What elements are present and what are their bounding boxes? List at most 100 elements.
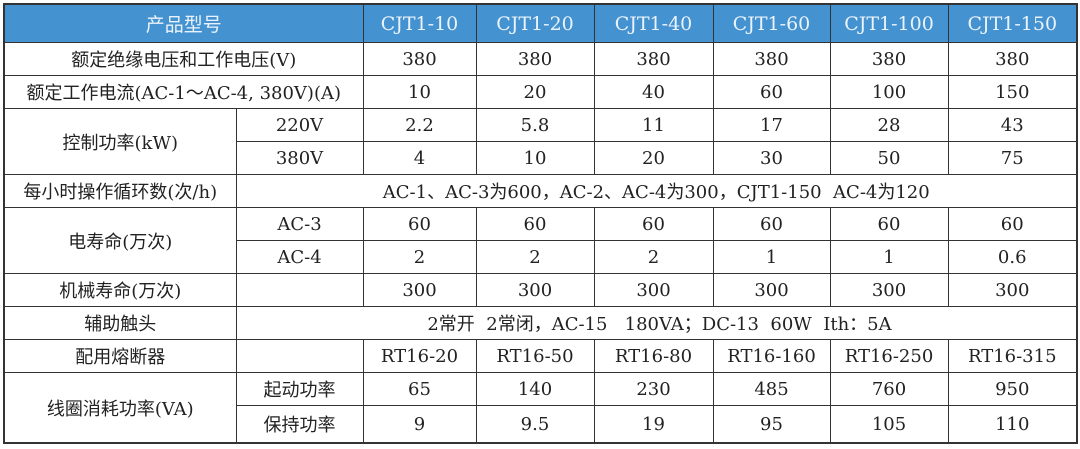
sub-label: AC-3 <box>235 207 364 241</box>
cell: 300 <box>712 273 831 307</box>
row-label: 线圈消耗功率(VA) <box>3 372 237 444</box>
cell: 230 <box>593 372 714 406</box>
cell: 300 <box>362 273 477 307</box>
spec-table: 产品型号 CJT1-10 CJT1-20 CJT1-40 CJT1-60 CJT… <box>3 3 1078 444</box>
model-header: CJT1-40 <box>593 3 714 43</box>
header-row: 产品型号 CJT1-10 CJT1-20 CJT1-40 CJT1-60 CJT… <box>3 3 1078 43</box>
cell: 105 <box>829 405 949 444</box>
cell: 380 <box>475 42 595 76</box>
cell: 10 <box>362 75 477 109</box>
model-header: CJT1-10 <box>362 3 477 43</box>
cell: 10 <box>475 141 595 175</box>
cell: 95 <box>712 405 831 444</box>
sub-label: 380V <box>235 141 364 175</box>
cell: 2.2 <box>362 108 477 142</box>
cell: 4 <box>362 141 477 175</box>
cell: 17 <box>712 108 831 142</box>
cell: 5.8 <box>475 108 595 142</box>
cycles-text: AC-1、AC-3为600，AC-2、AC-4为300，CJT1-150 AC-… <box>235 174 1078 208</box>
row-label: 辅助触头 <box>3 306 237 340</box>
cell: 11 <box>593 108 714 142</box>
cell: 60 <box>712 75 831 109</box>
model-header: CJT1-20 <box>475 3 595 43</box>
row-label: 机械寿命(万次) <box>3 273 237 307</box>
cell: RT16-50 <box>475 339 595 373</box>
row-mlife: 机械寿命(万次) 300 300 300 300 300 300 <box>3 273 1078 307</box>
cell: 30 <box>712 141 831 175</box>
cell: 75 <box>947 141 1078 175</box>
cell: 28 <box>829 108 949 142</box>
cell: 60 <box>947 207 1078 241</box>
cell: 50 <box>829 141 949 175</box>
cell: 2 <box>475 240 595 274</box>
row-power-380: 380V 4 10 20 30 50 75 <box>4 141 1078 175</box>
cell: 65 <box>362 372 477 406</box>
empty-cell <box>235 306 363 340</box>
row-label: 控制功率(kW) <box>3 108 237 175</box>
cell: 60 <box>829 207 949 241</box>
cell: 0.6 <box>947 240 1078 274</box>
row-cycles: 每小时操作循环数(次/h) AC-1、AC-3为600，AC-2、AC-4为30… <box>3 174 1078 208</box>
cell: 2 <box>593 240 714 274</box>
model-header: CJT1-150 <box>947 3 1078 43</box>
row-label: 配用熔断器 <box>3 339 237 373</box>
row-aux: 辅助触头 2常开 2常闭，AC-15 180VA；DC-13 60W Ith：5… <box>3 306 1078 340</box>
cell: 19 <box>593 405 714 444</box>
header-title: 产品型号 <box>3 3 364 43</box>
cell: 60 <box>593 207 714 241</box>
cell: 9 <box>362 405 477 444</box>
cell: 9.5 <box>475 405 595 444</box>
cell: 20 <box>475 75 595 109</box>
cell: 380 <box>593 42 714 76</box>
row-elife-ac4: AC-4 2 2 2 1 1 0.6 <box>4 240 1078 274</box>
empty-cell <box>235 339 364 373</box>
cell: 380 <box>362 42 477 76</box>
cell: 1 <box>829 240 949 274</box>
cell: 60 <box>475 207 595 241</box>
row-label: 每小时操作循环数(次/h) <box>3 174 237 208</box>
cell: 950 <box>947 372 1078 406</box>
row-coil-start: 线圈消耗功率(VA) 起动功率 65 140 230 485 760 950 <box>3 372 1078 444</box>
cell: 380 <box>947 42 1078 76</box>
cell: 380 <box>712 42 831 76</box>
cell: 100 <box>829 75 949 109</box>
sub-label: 起动功率 <box>235 372 364 406</box>
cell: 485 <box>712 372 831 406</box>
row-label: 额定绝缘电压和工作电压(V) <box>3 42 364 76</box>
cell: 60 <box>362 207 477 241</box>
sub-label: 保持功率 <box>235 405 364 444</box>
cell: 300 <box>475 273 595 307</box>
cell: 60 <box>712 207 831 241</box>
aux-text: 2常开 2常闭，AC-15 180VA；DC-13 60W Ith：5A <box>363 306 1078 340</box>
row-power-220: 控制功率(kW) 220V 2.2 5.8 11 17 28 43 <box>3 108 1078 175</box>
model-header: CJT1-60 <box>712 3 831 43</box>
row-fuse: 配用熔断器 RT16-20 RT16-50 RT16-80 RT16-160 R… <box>3 339 1078 373</box>
empty-cell <box>235 273 364 307</box>
cell: 380 <box>829 42 949 76</box>
cell: 300 <box>593 273 714 307</box>
model-header: CJT1-100 <box>829 3 949 43</box>
row-coil-hold: 保持功率 9 9.5 19 95 105 110 <box>4 405 1078 444</box>
row-label: 额定工作电流(AC-1～AC-4, 380V)(A) <box>3 75 364 109</box>
cell: RT16-160 <box>712 339 831 373</box>
cell: 760 <box>829 372 949 406</box>
cell: RT16-80 <box>593 339 714 373</box>
cell: 110 <box>947 405 1078 444</box>
cell: 43 <box>947 108 1078 142</box>
cell: 1 <box>712 240 831 274</box>
sub-label: 220V <box>235 108 364 142</box>
sub-label: AC-4 <box>235 240 364 274</box>
row-elife-ac3: 电寿命(万次) AC-3 60 60 60 60 60 60 <box>3 207 1078 274</box>
cell: 300 <box>947 273 1078 307</box>
cell: 300 <box>829 273 949 307</box>
cell: 20 <box>593 141 714 175</box>
cell: RT16-315 <box>947 339 1078 373</box>
cell: 140 <box>475 372 595 406</box>
cell: RT16-20 <box>362 339 477 373</box>
row-label: 电寿命(万次) <box>3 207 237 274</box>
cell: 40 <box>593 75 714 109</box>
row-insulation: 额定绝缘电压和工作电压(V) 380 380 380 380 380 380 <box>3 42 1078 76</box>
cell: 150 <box>947 75 1078 109</box>
cell: RT16-250 <box>829 339 949 373</box>
row-current: 额定工作电流(AC-1～AC-4, 380V)(A) 10 20 40 60 1… <box>3 75 1078 109</box>
